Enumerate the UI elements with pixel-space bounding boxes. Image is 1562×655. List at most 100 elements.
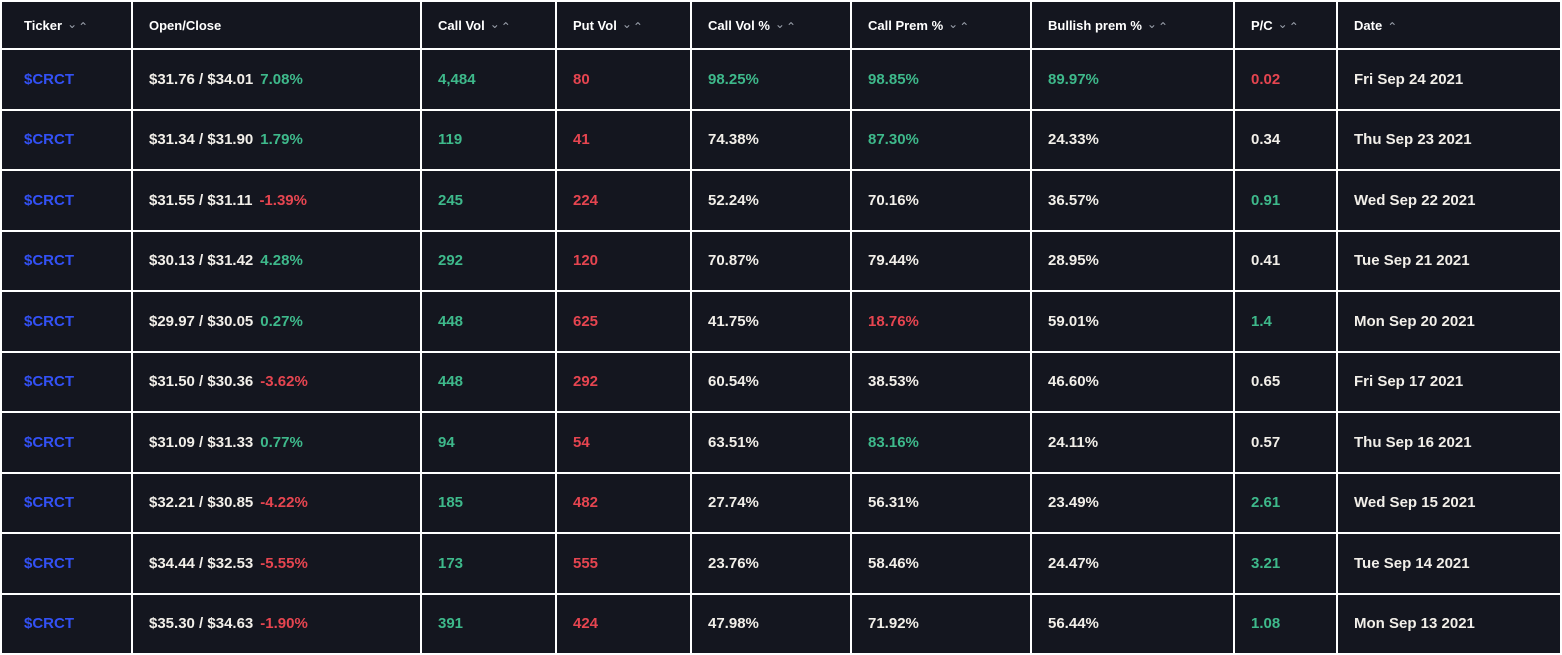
pc-value: 0.57 (1251, 433, 1281, 451)
put-vol-cell: 482 (557, 473, 690, 532)
pc-cell: 0.02 (1235, 50, 1336, 109)
open-close-cell: $31.55 / $31.11 -1.39% (133, 171, 420, 230)
column-header-pc[interactable]: P/C ⌄ ⌃ (1235, 2, 1336, 48)
sort-asc-icon: ⌃ (500, 20, 512, 34)
call-vol-pct-cell: 70.87% (692, 231, 850, 290)
put-vol-value: 224 (573, 191, 599, 209)
date-cell: Mon Sep 20 2021 (1338, 292, 1560, 351)
sort-desc-icon: ⌄ (489, 17, 501, 31)
ticker-link[interactable]: $CRCT (24, 494, 75, 512)
column-header-date[interactable]: Date ⌄⌃ (1338, 2, 1560, 48)
pc-value: 1.08 (1251, 615, 1281, 633)
bullish-prem-pct-cell: 28.95% (1032, 231, 1233, 290)
sort-icons: ⌄⌃ (1147, 18, 1169, 33)
table-row: $CRCT $31.09 / $31.33 0.77% 94 54 63.51%… (2, 413, 1560, 472)
ticker-link[interactable]: $CRCT (24, 433, 75, 451)
sort-desc-icon: ⌄ (948, 17, 960, 31)
put-vol-value: 424 (573, 615, 599, 633)
open-close-value: $29.97 / $30.05 (149, 312, 254, 330)
date-value: Thu Sep 16 2021 (1354, 433, 1472, 451)
ticker-cell: $CRCT (2, 171, 131, 230)
date-cell: Thu Sep 23 2021 (1338, 110, 1560, 169)
ticker-link[interactable]: $CRCT (24, 312, 75, 330)
put-vol-cell: 292 (557, 352, 690, 411)
pc-cell: 3.21 (1235, 534, 1336, 593)
ticker-link[interactable]: $CRCT (24, 554, 75, 572)
ticker-cell: $CRCT (2, 534, 131, 593)
sort-icons: ⌄⌃ (775, 18, 798, 34)
column-label: Put Vol (573, 17, 617, 33)
call-prem-pct-value: 87.30% (868, 131, 919, 149)
pc-value: 0.91 (1251, 191, 1281, 209)
put-vol-value: 555 (573, 554, 599, 572)
ticker-cell: $CRCT (2, 231, 131, 290)
pc-value: 0.65 (1251, 373, 1281, 391)
table-row: $CRCT $30.13 / $31.42 4.28% 292 120 70.8… (2, 231, 1560, 290)
call-vol-value: 173 (438, 554, 464, 572)
column-header-ticker[interactable]: Ticker ⌄ ⌃ (2, 2, 131, 48)
open-close-cell: $31.50 / $30.36 -3.62% (133, 352, 420, 411)
sort-asc-icon: ⌃ (785, 20, 798, 34)
call-prem-pct-cell: 87.30% (852, 110, 1030, 169)
table-header-row: Ticker ⌄⌃ Open/Close ⌄⌃ Call Vol ⌄⌃ Put … (2, 2, 1560, 48)
call-vol-pct-value: 41.75% (708, 312, 759, 330)
put-vol-cell: 80 (557, 50, 690, 109)
column-label: Open/Close (149, 17, 222, 33)
put-vol-cell: 625 (557, 292, 690, 351)
ticker-link[interactable]: $CRCT (24, 191, 75, 209)
call-vol-cell: 391 (422, 594, 555, 653)
sort-desc-icon: ⌄ (67, 17, 79, 31)
pc-ratio-value: 24.33% (1048, 131, 1099, 149)
ticker-link[interactable]: $CRCT (24, 615, 75, 633)
open-close-cell: $34.44 / $32.53 -5.55% (133, 534, 420, 593)
change-percent: -1.90% (260, 615, 308, 633)
put-vol-value: 625 (573, 312, 599, 330)
pc-value: 0.02 (1251, 70, 1281, 88)
column-header-call-vol[interactable]: Call Vol ⌄ ⌃ (422, 2, 555, 48)
call-prem-pct-value: 56.31% (868, 494, 919, 512)
bullish-prem-pct-cell: 59.01% (1032, 292, 1233, 351)
date-value: Mon Sep 13 2021 (1354, 615, 1475, 633)
open-close-cell: $32.21 / $30.85 -4.22% (133, 473, 420, 532)
call-prem-pct-value: 98.85% (868, 70, 919, 88)
ticker-link[interactable]: $CRCT (24, 373, 75, 391)
ticker-link[interactable]: $CRCT (24, 70, 75, 88)
pc-ratio-value: 24.47% (1048, 554, 1099, 572)
put-vol-cell: 224 (557, 171, 690, 230)
pc-value: 2.61 (1251, 494, 1281, 512)
open-close-cell: $35.30 / $34.63 -1.90% (133, 594, 420, 653)
column-header-bullish-prem-pct[interactable]: Bullish prem % ⌄ ⌃ (1032, 2, 1233, 48)
call-vol-pct-value: 52.24% (708, 191, 759, 209)
call-prem-pct-value: 58.46% (868, 554, 919, 572)
call-vol-pct-cell: 60.54% (692, 352, 850, 411)
open-close-value: $31.09 / $31.33 (149, 433, 254, 451)
column-header-put-vol[interactable]: Put Vol ⌄ ⌃ (557, 2, 690, 48)
ticker-link[interactable]: $CRCT (24, 131, 75, 149)
sort-icons: ⌄⌃ (948, 17, 970, 33)
pc-cell: 1.08 (1235, 594, 1336, 653)
call-vol-cell: 448 (422, 352, 555, 411)
call-vol-pct-value: 98.25% (708, 70, 759, 88)
column-label: Date (1354, 17, 1383, 33)
open-close-value: $31.76 / $34.01 (149, 70, 254, 88)
put-vol-cell: 424 (557, 594, 690, 653)
put-vol-value: 54 (573, 433, 590, 451)
date-cell: Wed Sep 15 2021 (1338, 473, 1560, 532)
sort-desc-icon: ⌄ (1277, 17, 1289, 31)
column-header-call-prem-pct[interactable]: Call Prem % ⌄ ⌃ (852, 2, 1030, 48)
put-vol-cell: 41 (557, 110, 690, 169)
date-value: Tue Sep 21 2021 (1354, 252, 1470, 270)
sort-desc-icon: ⌄ (621, 17, 633, 31)
column-label: Call Prem % (868, 17, 944, 33)
ticker-cell: $CRCT (2, 352, 131, 411)
pc-value: 1.4 (1251, 312, 1272, 330)
bullish-prem-pct-cell: 24.33% (1032, 110, 1233, 169)
call-vol-pct-value: 60.54% (708, 373, 759, 391)
call-vol-cell: 448 (422, 292, 555, 351)
column-header-call-vol-pct[interactable]: Call Vol % ⌄ ⌃ (692, 2, 850, 48)
pc-ratio-value: 46.60% (1048, 373, 1099, 391)
pc-ratio-value: 89.97% (1048, 70, 1099, 88)
ticker-link[interactable]: $CRCT (24, 252, 75, 270)
call-prem-pct-cell: 71.92% (852, 594, 1030, 653)
sort-icons: ⌄⌃ (67, 17, 89, 33)
